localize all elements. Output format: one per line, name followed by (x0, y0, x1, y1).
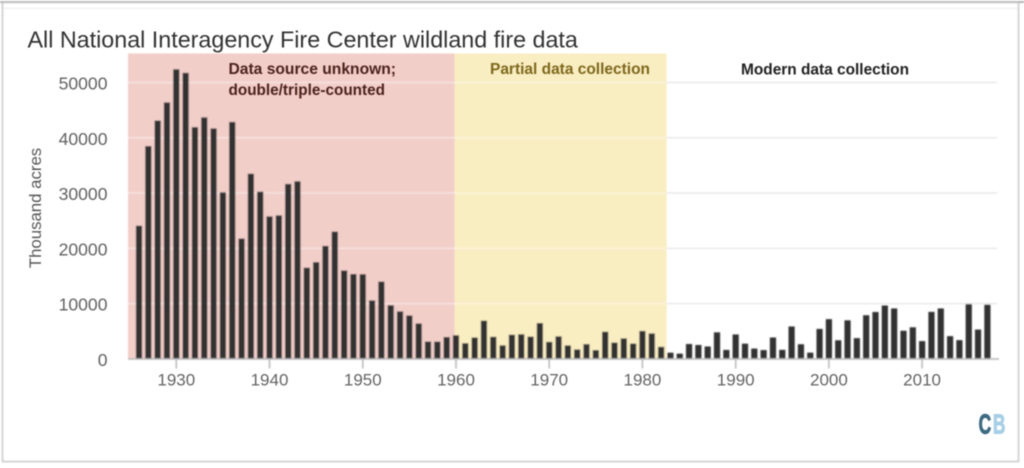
svg-text:30000: 30000 (59, 184, 108, 204)
svg-text:10000: 10000 (59, 295, 108, 315)
svg-text:50000: 50000 (59, 74, 108, 94)
svg-text:40000: 40000 (59, 129, 108, 149)
svg-text:1930: 1930 (157, 371, 195, 390)
svg-text:0: 0 (98, 350, 108, 370)
svg-text:1990: 1990 (717, 371, 755, 390)
svg-text:20000: 20000 (59, 239, 108, 259)
svg-text:1940: 1940 (251, 371, 289, 390)
svg-text:All National Interagency Fire: All National Interagency Fire Center wil… (28, 27, 578, 53)
svg-text:Partial data collection: Partial data collection (490, 61, 650, 78)
svg-text:Modern data collection: Modern data collection (741, 62, 909, 79)
svg-text:1950: 1950 (344, 371, 382, 390)
svg-text:B: B (993, 408, 1006, 439)
svg-text:2000: 2000 (810, 371, 848, 390)
svg-text:2010: 2010 (903, 371, 941, 390)
svg-text:double/triple-counted: double/triple-counted (229, 82, 386, 99)
svg-text:1980: 1980 (623, 371, 661, 390)
svg-text:1970: 1970 (530, 371, 568, 390)
svg-text:Thousand acres: Thousand acres (26, 148, 45, 268)
svg-text:C: C (979, 408, 992, 439)
svg-text:1960: 1960 (437, 371, 475, 390)
svg-text:Data source unknown;: Data source unknown; (229, 61, 397, 78)
